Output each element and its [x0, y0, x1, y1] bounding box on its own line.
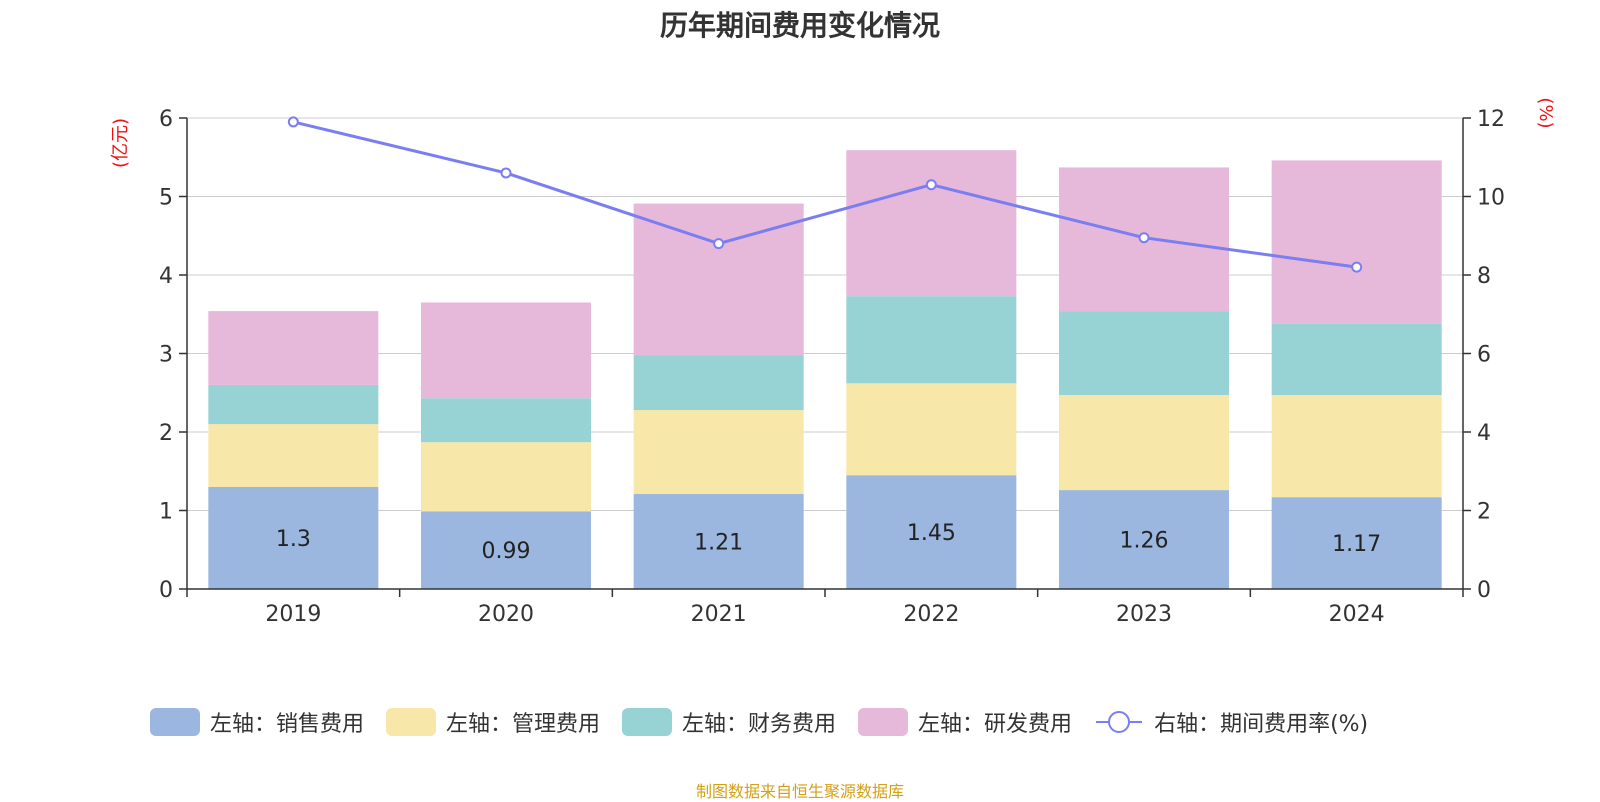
y-right-tick-label: 10 — [1477, 186, 1505, 211]
y-left-tick-label: 2 — [159, 421, 173, 446]
y-left-tick-label: 3 — [159, 343, 173, 368]
bar-segment — [846, 296, 1017, 384]
bar-value-label: 0.99 — [482, 539, 531, 564]
legend-swatch — [622, 708, 673, 736]
bar-segment — [633, 410, 804, 495]
legend-label: 左轴：研发费用 — [918, 712, 1073, 737]
bar-segment — [1059, 490, 1229, 589]
rate-point — [925, 179, 937, 191]
bar-segment — [421, 511, 591, 589]
y-left-axis-label: (亿元) — [110, 118, 131, 168]
bar-segment — [208, 384, 379, 425]
legend-item[interactable]: 左轴：管理费用 — [386, 706, 600, 738]
y-left-tick-label: 0 — [159, 578, 173, 603]
rate-point — [500, 167, 512, 179]
rate-point — [1138, 232, 1150, 244]
legend-line-marker-icon — [1096, 711, 1143, 733]
y-left-tick-label: 6 — [159, 107, 173, 132]
y-right-tick-label: 4 — [1477, 421, 1491, 446]
x-tick-label: 2021 — [691, 602, 747, 627]
legend-swatch — [150, 708, 200, 736]
x-tick-label: 2019 — [265, 602, 321, 627]
legend-item[interactable]: 右轴：期间费用率(%) — [1094, 706, 1368, 738]
bar-value-label: 1.3 — [276, 527, 311, 552]
bar-segment — [846, 383, 1017, 476]
rate-point — [1351, 261, 1363, 273]
bar-segment — [1271, 323, 1442, 396]
rate-line-series — [287, 116, 1363, 273]
y-right-tick-label: 12 — [1477, 107, 1505, 132]
legend-swatch — [858, 708, 909, 736]
bar-segment — [421, 442, 591, 512]
bar-segment — [421, 302, 591, 399]
bar-segment — [846, 475, 1017, 589]
bar-segment — [633, 494, 804, 589]
bar-segment — [1271, 160, 1442, 324]
legend-swatch — [386, 708, 437, 736]
y-left-tick-label: 1 — [159, 500, 173, 525]
chart-title: 历年期间费用变化情况 — [659, 9, 940, 42]
bar-segment — [208, 486, 379, 589]
legend-label: 左轴：管理费用 — [446, 712, 601, 737]
rate-point — [713, 238, 725, 250]
legend-item[interactable]: 左轴：销售费用 — [150, 706, 364, 738]
y-left-tick-label: 4 — [159, 264, 173, 289]
rate-line — [292, 120, 1357, 269]
bar-value-label: 1.21 — [694, 531, 743, 556]
bar-segment — [208, 424, 379, 487]
bar-series — [208, 150, 1442, 589]
legend: 左轴：销售费用 左轴：管理费用 左轴：财务费用 左轴：研发费用 右轴：期间费用率(%) — [150, 707, 1390, 737]
y-right-tick-label: 2 — [1477, 500, 1491, 525]
x-tick-label: 2020 — [478, 602, 534, 627]
y-right-tick-label: 0 — [1477, 578, 1491, 603]
bar-segment — [1271, 497, 1442, 589]
bar-segment — [1271, 395, 1442, 498]
bar-segment — [208, 311, 379, 385]
y-right-tick-label: 6 — [1477, 343, 1491, 368]
source-note: 制图数据来自恒生聚源数据库 — [695, 782, 904, 801]
legend-item[interactable]: 左轴：财务费用 — [622, 706, 836, 738]
bar-value-label: 1.17 — [1332, 532, 1381, 557]
x-tick-label: 2023 — [1116, 602, 1172, 627]
x-tick-label: 2024 — [1329, 602, 1385, 627]
bar-segment — [633, 355, 804, 411]
legend-label: 左轴：销售费用 — [210, 712, 365, 737]
x-tick-label: 2022 — [903, 602, 959, 627]
legend-label: 右轴：期间费用率(%) — [1154, 712, 1369, 737]
y-left-tick-label: 5 — [159, 186, 173, 211]
bar-segment — [1059, 395, 1229, 491]
y-right-tick-label: 8 — [1477, 264, 1491, 289]
rate-point — [287, 116, 299, 128]
bar-segment — [421, 398, 591, 443]
legend-item[interactable]: 左轴：研发费用 — [858, 706, 1072, 738]
bar-value-label: 1.26 — [1120, 529, 1169, 554]
legend-label: 左轴：财务费用 — [682, 712, 837, 737]
bar-value-label: 1.45 — [907, 521, 956, 546]
bar-segment — [1059, 311, 1229, 396]
y-right-axis-label: (%) — [1535, 97, 1556, 128]
data-labels: 1.3 0.99 1.21 1.45 1.26 1.17 — [276, 521, 1381, 564]
bar-segment — [846, 150, 1017, 297]
grid-lines — [187, 117, 1463, 511]
